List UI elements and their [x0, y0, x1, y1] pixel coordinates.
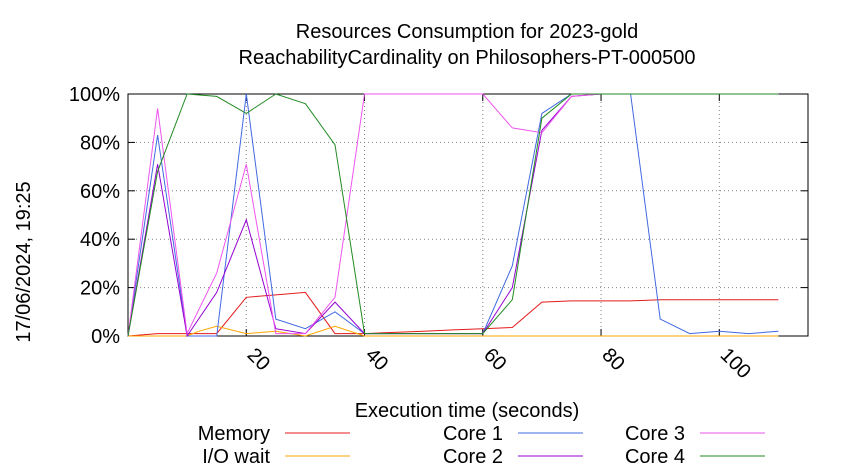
legend-label-memory: Memory [198, 423, 270, 445]
x-tick-label: 60 [479, 344, 510, 375]
axes: 0% 20% 40% 60% 80% 100% 20 40 60 80 100 [69, 84, 809, 383]
grid [128, 94, 808, 336]
x-tick-label: 80 [598, 344, 629, 375]
chart-subtitle: ReachabilityCardinality on Philosophers-… [239, 47, 696, 69]
x-axis-label: Execution time (seconds) [355, 400, 580, 422]
x-tick-label: 20 [243, 344, 274, 375]
legend-label-core-3: Core 3 [625, 423, 685, 445]
series-line-memory [127, 291, 779, 337]
y-tick-label: 80% [80, 132, 120, 154]
series-line-core-4 [127, 93, 779, 337]
y-tick-label: 100% [69, 84, 120, 106]
x-tick-label: 40 [361, 344, 392, 375]
legend-label-core-4: Core 4 [625, 446, 685, 468]
y-tick-label: 40% [80, 229, 120, 251]
y-tick-label: 20% [80, 278, 120, 300]
legend-label-core-1: Core 1 [443, 423, 503, 445]
x-tick-label: 100 [716, 344, 755, 383]
y-tick-label: 60% [80, 181, 120, 203]
series-line-i-o-wait [128, 325, 779, 337]
legend-label-core-2: Core 2 [443, 446, 503, 468]
y-tick-label: 0% [91, 326, 120, 348]
chart-title: Resources Consumption for 2023-gold [296, 21, 638, 43]
series-lines [127, 93, 779, 338]
side-timestamp: 17/06/2024, 19:25 [13, 181, 35, 342]
legend-label-i-o-wait: I/O wait [202, 446, 270, 468]
